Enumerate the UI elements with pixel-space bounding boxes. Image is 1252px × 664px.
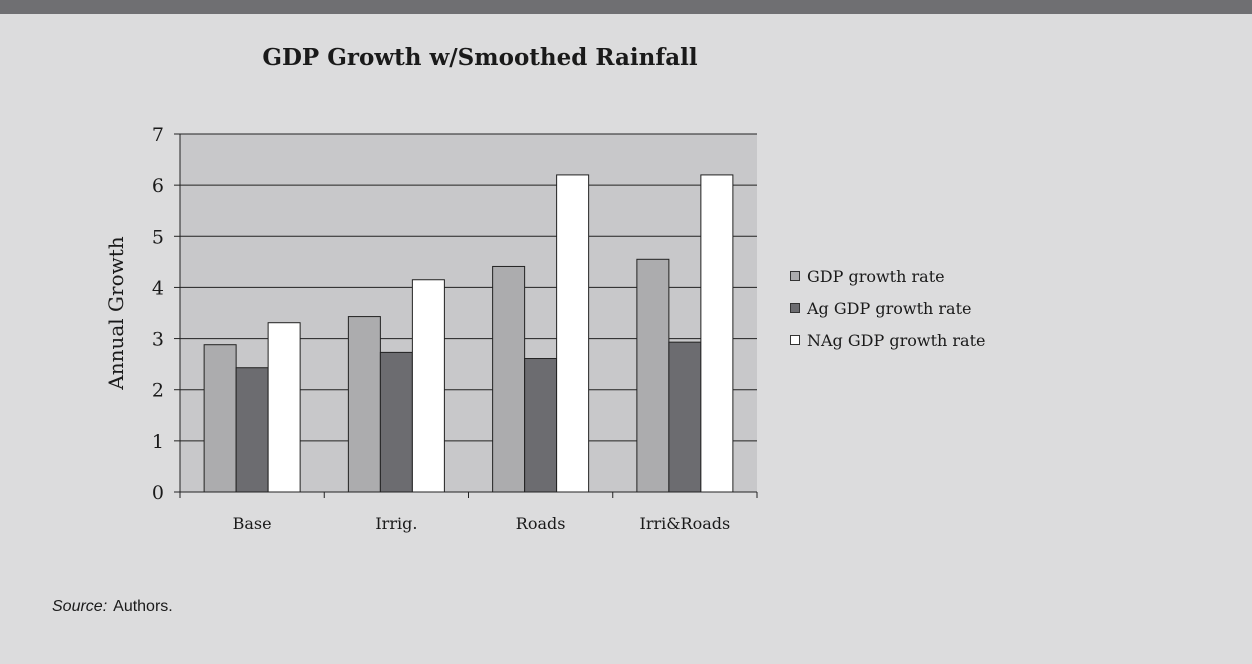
chart-title: GDP Growth w/Smoothed Rainfall — [262, 44, 698, 71]
y-tick-label: 6 — [152, 175, 164, 197]
y-tick-label: 4 — [152, 277, 164, 299]
legend: GDP growth rate Ag GDP growth rate NAg G… — [790, 266, 985, 362]
y-tick-label: 1 — [152, 431, 164, 453]
bar-irri-roads-series-2 — [700, 174, 734, 493]
source-text: Authors. — [113, 598, 173, 615]
y-axis-title: Annual Growth — [104, 236, 128, 390]
x-tick-label: Irrig. — [375, 514, 417, 533]
bar-base-series-2 — [267, 322, 301, 493]
bar-roads-series-0 — [492, 265, 526, 493]
bar-irrig--series-1 — [379, 351, 413, 493]
bar-base-series-0 — [203, 344, 237, 493]
y-tick-label: 7 — [152, 124, 164, 146]
legend-label: GDP growth rate — [807, 266, 945, 286]
bar-irrig--series-2 — [411, 279, 445, 493]
y-tick-label: 3 — [152, 329, 164, 351]
bars — [203, 174, 734, 493]
x-tick-label: Base — [233, 514, 272, 533]
bar-roads-series-1 — [524, 358, 558, 493]
x-tick-labels: Base Irrig. Roads Irri&Roads — [233, 514, 731, 533]
y-tick-labels: 0 1 2 3 4 5 6 7 — [152, 124, 164, 504]
legend-label: Ag GDP growth rate — [807, 298, 972, 318]
legend-label: NAg GDP growth rate — [807, 330, 986, 350]
bar-irri-roads-series-0 — [636, 258, 670, 493]
bar-roads-series-2 — [556, 174, 590, 493]
axes — [174, 133, 758, 498]
bar-base-series-1 — [235, 367, 269, 493]
legend-item-gdp: GDP growth rate — [790, 266, 985, 286]
legend-swatch — [790, 303, 800, 313]
legend-item-ag-gdp: Ag GDP growth rate — [790, 298, 985, 318]
source-note: Source: Authors. — [52, 598, 173, 616]
y-tick-label: 5 — [152, 226, 164, 248]
bar-irrig--series-0 — [347, 316, 381, 493]
source-label: Source: — [52, 598, 108, 615]
y-tick-label: 2 — [152, 380, 164, 402]
legend-swatch — [790, 271, 800, 281]
bar-irri-roads-series-1 — [668, 341, 702, 493]
legend-swatch — [790, 335, 800, 345]
x-tick-label: Irri&Roads — [640, 514, 731, 533]
y-tick-label: 0 — [152, 482, 164, 504]
legend-item-nag-gdp: NAg GDP growth rate — [790, 330, 985, 350]
top-bar — [0, 0, 1252, 14]
x-tick-label: Roads — [516, 514, 566, 533]
